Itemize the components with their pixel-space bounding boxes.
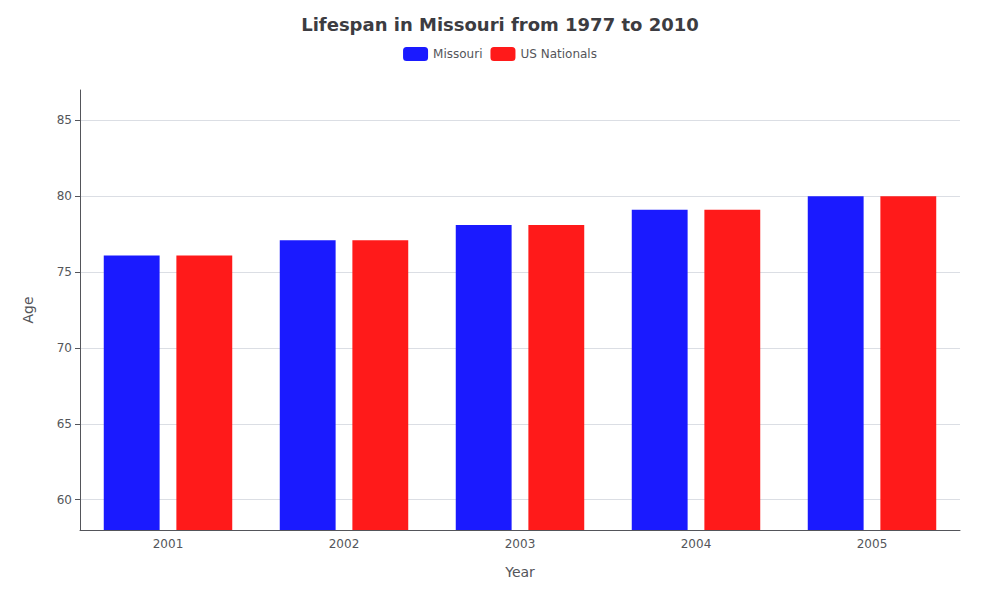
svg-text:Age: Age [20,296,36,323]
svg-text:85: 85 [57,113,72,127]
svg-text:2003: 2003 [505,537,536,551]
svg-text:2005: 2005 [857,537,888,551]
svg-text:80: 80 [57,189,72,203]
svg-text:Lifespan in Missouri from 1977: Lifespan in Missouri from 1977 to 2010 [301,14,699,35]
svg-text:US Nationals: US Nationals [520,47,596,61]
svg-text:2001: 2001 [153,537,184,551]
svg-text:2004: 2004 [681,537,712,551]
svg-text:70: 70 [57,341,72,355]
svg-text:Year: Year [504,564,535,580]
svg-text:Missouri: Missouri [433,47,482,61]
svg-text:2002: 2002 [329,537,360,551]
svg-text:75: 75 [57,265,72,279]
svg-text:60: 60 [57,493,72,507]
svg-text:65: 65 [57,417,72,431]
